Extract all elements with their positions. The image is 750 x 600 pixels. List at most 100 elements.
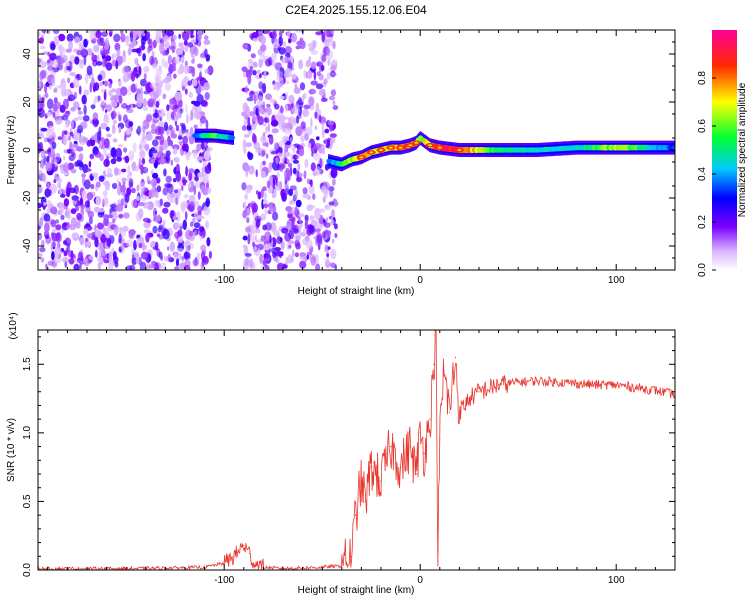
ridge-peak-center — [408, 144, 413, 147]
noise-speckle-0 — [71, 143, 75, 150]
snr-data-point — [429, 418, 431, 420]
noise-speckle-1 — [313, 142, 322, 150]
noise-speckle-1 — [256, 99, 263, 106]
noise-speckle-0 — [131, 187, 136, 194]
noise-speckle-1 — [298, 59, 304, 70]
noise-speckle-0 — [77, 106, 81, 111]
snr-panel: -100 0 100 0.0 0.5 1.0 1.5 Height of straight… — [6, 312, 676, 596]
noise-speckle-1 — [322, 148, 326, 155]
noise-speckle-0 — [205, 197, 210, 208]
noise-speckle-0 — [131, 248, 136, 256]
noise-speckle-1 — [245, 188, 252, 194]
spectrogram-y-axis: -40 -20 0 20 40 — [22, 41, 675, 259]
noise-speckle-1 — [320, 97, 328, 103]
noise-speckle-1 — [303, 170, 307, 179]
noise-speckle-0 — [152, 139, 159, 147]
noise-speckle-0 — [73, 117, 79, 122]
noise-speckle-0 — [152, 39, 157, 49]
noise-speckle-1 — [244, 85, 249, 95]
noise-speckle-1 — [262, 123, 267, 127]
noise-speckle-0 — [96, 54, 100, 63]
noise-speckle-0 — [187, 42, 194, 48]
noise-speckle-0 — [52, 111, 56, 118]
snr-data-point — [223, 562, 225, 564]
noise-speckle-1 — [294, 206, 298, 214]
noise-speckle-1 — [314, 125, 318, 131]
noise-speckle-0 — [180, 46, 185, 51]
noise-speckle-1 — [259, 108, 266, 115]
noise-speckle-1 — [324, 205, 329, 209]
noise-speckle-1 — [271, 128, 279, 134]
noise-speckle-1 — [284, 56, 288, 64]
noise-speckle-1 — [253, 141, 261, 150]
noise-speckle-0 — [153, 217, 157, 222]
noise-speckle-1 — [253, 94, 257, 105]
noise-speckle-0 — [62, 162, 70, 173]
noise-speckle-1 — [329, 189, 334, 198]
noise-speckle-0 — [149, 55, 155, 66]
noise-speckle-0 — [137, 125, 141, 136]
noise-speckle-0 — [188, 168, 195, 174]
noise-speckle-0 — [79, 263, 82, 270]
noise-speckle-0 — [39, 217, 44, 228]
noise-speckle-0 — [67, 77, 71, 84]
snr-data-point — [351, 555, 353, 557]
noise-speckle-1 — [302, 108, 310, 118]
noise-speckle-0 — [47, 260, 54, 267]
noise-speckle-0 — [47, 182, 50, 190]
snr-data-point — [435, 330, 437, 332]
noise-speckle-0 — [152, 225, 158, 234]
noise-speckle-1 — [279, 77, 284, 88]
noise-speckle-0 — [123, 147, 128, 153]
noise-speckle-0 — [97, 74, 103, 82]
noise-speckle-0 — [63, 130, 68, 135]
noise-speckle-1 — [244, 193, 249, 201]
noise-speckle-0 — [63, 250, 68, 257]
noise-speckle-0 — [140, 164, 144, 175]
noise-speckle-0 — [184, 211, 188, 221]
snr-data-point — [443, 370, 445, 372]
noise-speckle-1 — [265, 93, 272, 100]
noise-speckle-0 — [90, 104, 96, 110]
noise-speckle-1 — [306, 254, 310, 260]
noise-speckle-0 — [136, 196, 140, 201]
noise-speckle-0 — [135, 257, 139, 265]
noise-speckle-0 — [125, 105, 131, 110]
noise-speckle-1 — [251, 31, 259, 39]
noise-speckle-0 — [182, 181, 187, 186]
noise-speckle-0 — [150, 94, 155, 99]
noise-speckle-0 — [201, 257, 205, 268]
noise-speckle-0 — [93, 44, 100, 53]
noise-speckle-0 — [175, 171, 181, 182]
noise-speckle-0 — [68, 40, 73, 51]
colorbar-tick-label: 0.6 — [697, 119, 708, 133]
colorbar-tick-label: 0.2 — [697, 215, 708, 229]
noise-speckle-0 — [145, 114, 153, 123]
noise-speckle-1 — [308, 56, 312, 61]
noise-speckle-0 — [79, 121, 88, 129]
noise-speckle-1 — [313, 152, 321, 161]
noise-speckle-1 — [284, 232, 291, 242]
noise-speckle-1 — [309, 215, 315, 221]
noise-speckle-0 — [200, 141, 206, 150]
noise-speckle-0 — [38, 132, 41, 138]
noise-speckle-1 — [266, 180, 271, 189]
noise-speckle-0 — [43, 201, 46, 206]
noise-speckle-0 — [165, 156, 170, 162]
noise-speckle-0 — [106, 237, 112, 247]
noise-speckle-1 — [295, 45, 301, 50]
noise-speckle-1 — [314, 111, 318, 119]
noise-speckle-1 — [329, 66, 337, 72]
noise-speckle-0 — [166, 73, 173, 83]
noise-speckle-0 — [50, 203, 54, 209]
noise-speckle-0 — [107, 168, 113, 175]
noise-speckle-0 — [188, 171, 193, 182]
noise-speckle-1 — [291, 32, 297, 43]
noise-speckle-0 — [74, 56, 80, 65]
noise-speckle-1 — [247, 74, 252, 85]
noise-speckle-0 — [103, 146, 107, 156]
noise-speckle-1 — [318, 89, 326, 96]
noise-speckle-0 — [163, 121, 169, 132]
noise-speckle-1 — [257, 69, 261, 74]
snr-xtick-label: -100 — [214, 575, 234, 586]
